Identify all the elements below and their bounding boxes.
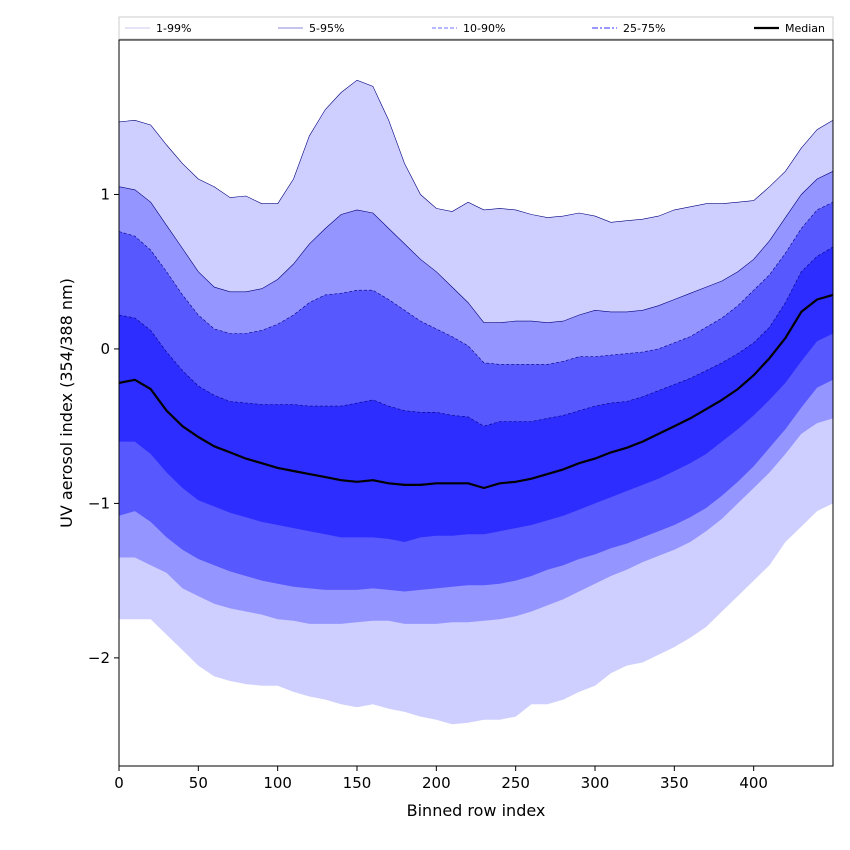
legend-entry: 1-99%	[125, 22, 191, 35]
x-axis: 0 50 100 150 200 250 300 350 400	[114, 766, 768, 792]
plot-frame	[118, 39, 834, 767]
median-line	[118, 293, 834, 490]
band-upper-edge-25-75pct	[118, 246, 834, 427]
y-tick-label: −2	[88, 649, 110, 667]
legend-label: 5-95%	[309, 22, 344, 35]
legend-label: 25-75%	[623, 22, 665, 35]
y-axis: −2 −1 0 1	[88, 185, 119, 667]
x-tick-label: 300	[581, 774, 610, 792]
x-tick-label: 350	[660, 774, 689, 792]
legend-label: Median	[785, 22, 825, 35]
x-tick-label: 100	[263, 774, 292, 792]
x-tick-label: 250	[501, 774, 530, 792]
band-upper-edge-5-95pct	[118, 171, 834, 324]
legend-entry: 25-75%	[592, 22, 665, 35]
legend-box	[118, 16, 834, 40]
band-upper-edge-1-99pct	[118, 79, 834, 223]
y-axis-label: UV aerosol index (354/388 nm)	[57, 278, 76, 528]
y-tick-label: 1	[100, 185, 110, 203]
y-tick-label: −1	[88, 494, 110, 512]
legend-entry: 10-90%	[432, 22, 505, 35]
legend-entry: Median	[754, 22, 825, 35]
median-layer	[118, 293, 834, 490]
legend-label: 10-90%	[463, 22, 505, 35]
x-axis-label: Binned row index	[407, 801, 546, 820]
x-tick-label: 200	[422, 774, 451, 792]
legend-label: 1-99%	[156, 22, 191, 35]
x-tick-label: 400	[739, 774, 768, 792]
legend-entry: 5-95%	[278, 22, 344, 35]
x-tick-label: 50	[189, 774, 208, 792]
legend: 1-99% 5-95% 10-90% 25-75% Median	[118, 16, 834, 40]
band-upper-edge-10-90pct	[118, 201, 834, 365]
band-25-75pct	[119, 247, 833, 542]
x-tick-label: 0	[114, 774, 124, 792]
x-tick-label: 150	[343, 774, 372, 792]
y-tick-label: 0	[100, 340, 110, 358]
bands-layer	[118, 79, 834, 725]
